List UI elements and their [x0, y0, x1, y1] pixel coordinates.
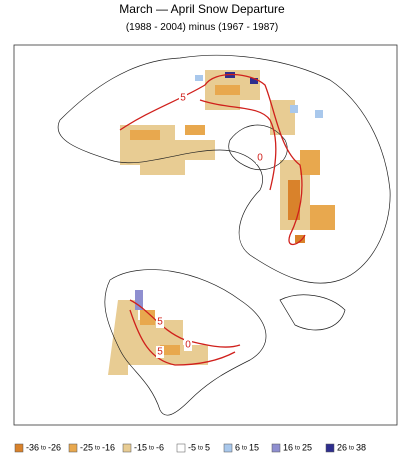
legend-high: -26 — [48, 442, 61, 452]
legend-high: 38 — [356, 442, 366, 452]
contour-label-bg — [156, 346, 164, 358]
legend-joiner: to — [95, 446, 101, 452]
legend-high: 5 — [205, 442, 210, 452]
legend-joiner: to — [41, 446, 47, 452]
title: March — April Snow Departure — [119, 2, 285, 16]
contour-label: 0 — [257, 153, 263, 164]
legend-swatch — [122, 443, 132, 453]
contour-label: 5 — [180, 93, 186, 104]
legend-swatch — [223, 443, 233, 453]
legend-swatch — [68, 443, 78, 453]
legend-swatch — [271, 443, 281, 453]
legend-high: -16 — [102, 442, 115, 452]
contour-label: 5 — [157, 317, 163, 328]
contour-label-bg — [184, 339, 192, 351]
contour-label: 5 — [157, 347, 163, 358]
legend-high: 25 — [302, 442, 312, 452]
legend-low: -25 — [80, 442, 93, 452]
legend-low: -5 — [188, 442, 196, 452]
snow-cells — [108, 70, 335, 375]
legend-joiner: to — [242, 446, 248, 452]
coastlines — [57, 54, 391, 416]
legend-low: 16 — [283, 442, 293, 452]
legend-joiner: to — [349, 446, 355, 452]
contour-label-bg — [256, 152, 264, 164]
legend-swatch — [14, 443, 24, 453]
legend-low: 6 — [235, 442, 240, 452]
legend-joiner: to — [198, 446, 204, 452]
legend-swatch — [325, 443, 335, 453]
legend-low: 26 — [337, 442, 347, 452]
contour-label-bg — [156, 316, 164, 328]
legend-joiner: to — [295, 446, 301, 452]
contour-label-bg — [179, 92, 187, 104]
legend-high: 15 — [249, 442, 259, 452]
legend-joiner: to — [149, 446, 155, 452]
legend-low: -15 — [134, 442, 147, 452]
subtitle: (1988 - 2004) minus (1967 - 1987) — [126, 22, 278, 33]
legend-high: -6 — [156, 442, 164, 452]
contour-label: 0 — [185, 340, 191, 351]
legend-swatch — [176, 443, 186, 453]
legend-low: -36 — [26, 442, 39, 452]
